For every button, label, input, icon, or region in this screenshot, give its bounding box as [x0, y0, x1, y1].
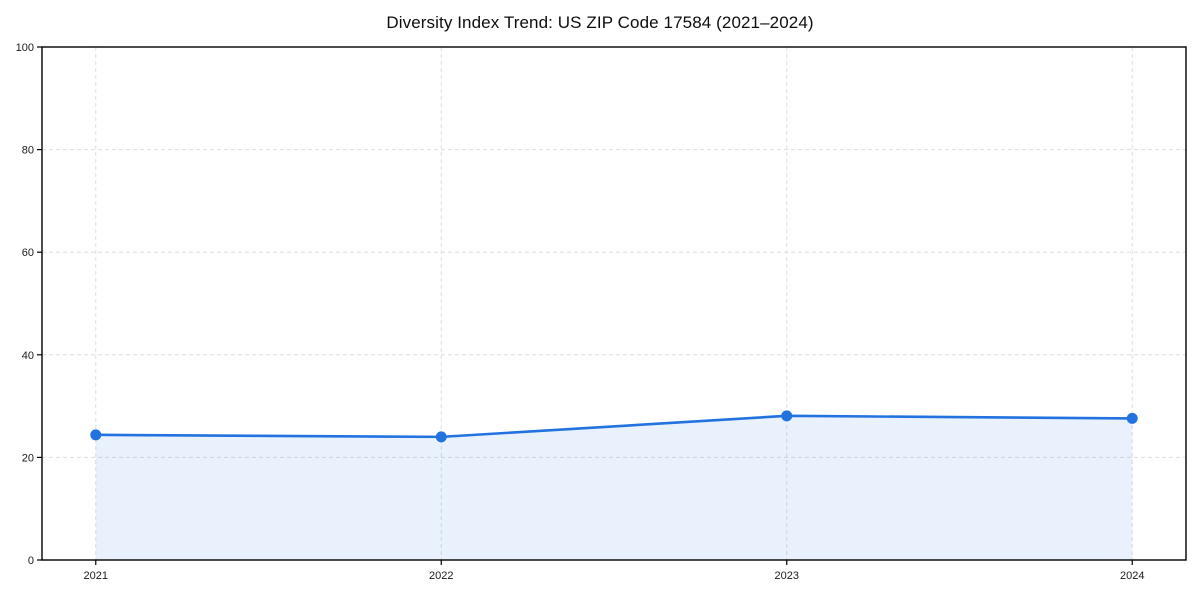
data-point-marker — [435, 431, 447, 443]
y-axis-tick-label: 100 — [16, 42, 34, 54]
data-point-marker — [1126, 412, 1138, 424]
x-axis-tick-label: 2022 — [429, 570, 453, 582]
y-axis-tick-label: 60 — [22, 247, 34, 259]
data-point-marker — [90, 429, 102, 441]
y-axis-tick-label: 0 — [28, 555, 34, 567]
x-axis-tick-label: 2024 — [1120, 570, 1144, 582]
data-point-marker — [781, 410, 793, 422]
x-axis-tick-label: 2021 — [84, 570, 108, 582]
y-axis-tick-label: 20 — [22, 452, 34, 464]
plot-border — [41, 46, 1187, 561]
y-axis-tick-label: 40 — [22, 350, 34, 362]
y-axis-tick-label: 80 — [22, 145, 34, 157]
x-axis-tick-label: 2023 — [775, 570, 799, 582]
series-line — [94, 414, 1134, 439]
series-area-fill — [95, 415, 1133, 560]
chart-title: Diversity Index Trend: US ZIP Code 17584… — [386, 13, 814, 32]
